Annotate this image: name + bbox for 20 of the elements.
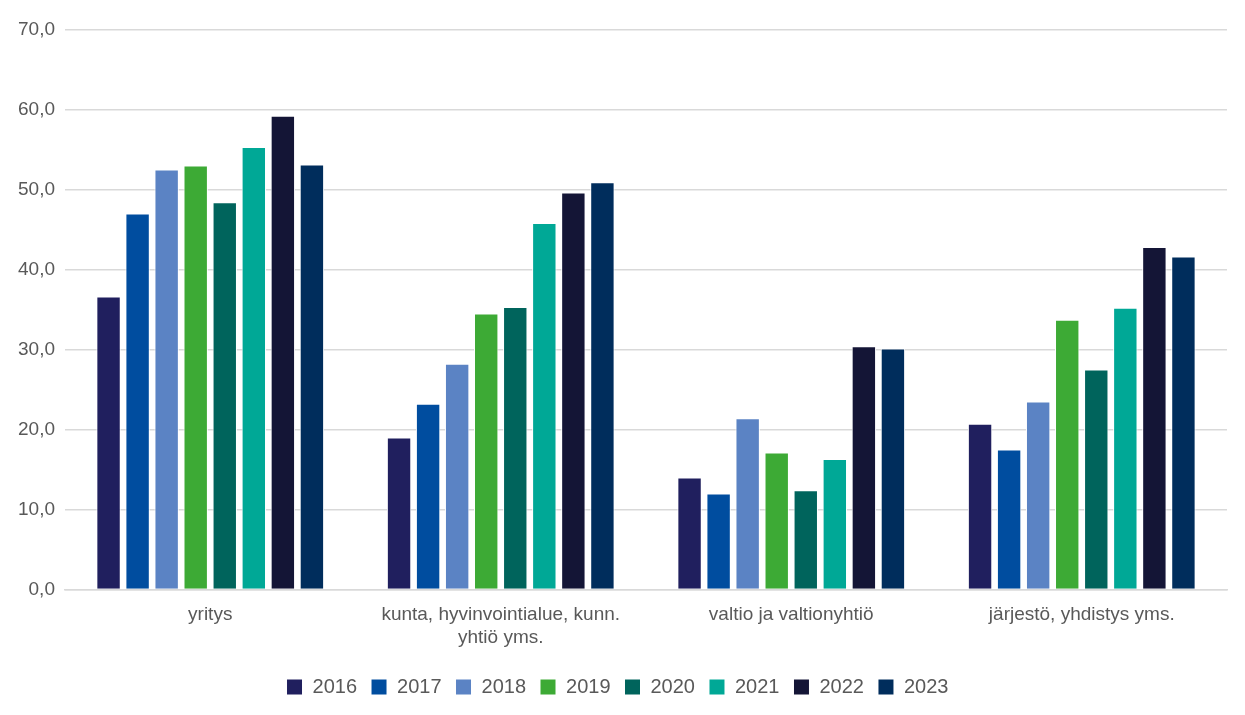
x-tick-label: valtio ja valtionyhtiö bbox=[708, 603, 874, 625]
y-tick-label: 40,0 bbox=[18, 257, 55, 279]
y-tick-label: 10,0 bbox=[18, 497, 55, 519]
legend-label: 2020 bbox=[650, 674, 695, 697]
legend-label: 2018 bbox=[481, 674, 527, 697]
x-tick-label: yritys bbox=[188, 603, 233, 625]
y-tick-label: 50,0 bbox=[18, 177, 55, 199]
x-tick-label: järjestö, yhdistys yms. bbox=[987, 603, 1175, 625]
legend-label: 2022 bbox=[819, 674, 864, 697]
y-tick-label: 70,0 bbox=[18, 17, 55, 39]
x-tick-label: kunta, hyvinvointialue, kunn. yhtiö yms. bbox=[381, 603, 621, 647]
legend-label: 2016 bbox=[312, 674, 358, 697]
legend-label: 2023 bbox=[903, 674, 949, 697]
legend-label: 2021 bbox=[734, 674, 780, 697]
y-tick-label: 30,0 bbox=[18, 337, 55, 359]
y-tick-label: 60,0 bbox=[18, 97, 55, 119]
y-tick-label: 20,0 bbox=[18, 417, 55, 439]
legend-label: 2019 bbox=[566, 674, 611, 697]
y-tick-label: 0,0 bbox=[28, 577, 55, 599]
legend-label: 2017 bbox=[397, 674, 442, 697]
